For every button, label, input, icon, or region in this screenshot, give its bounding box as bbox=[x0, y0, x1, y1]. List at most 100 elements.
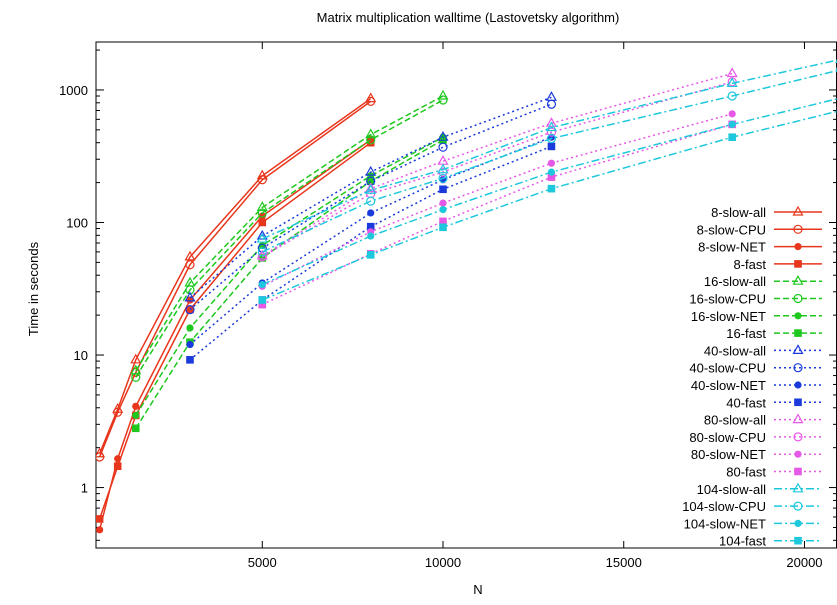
y-tick-label: 1000 bbox=[59, 83, 88, 98]
series-8-fast bbox=[96, 139, 375, 523]
data-point bbox=[96, 526, 103, 533]
legend-label: 8-fast bbox=[733, 257, 766, 272]
legend-item: 40-slow-CPU bbox=[689, 361, 822, 376]
legend-label: 40-slow-CPU bbox=[689, 361, 766, 376]
data-point bbox=[186, 341, 193, 348]
data-point bbox=[439, 185, 447, 193]
series-line bbox=[100, 140, 371, 530]
data-point bbox=[729, 121, 736, 128]
data-point bbox=[439, 223, 447, 231]
data-point bbox=[548, 168, 555, 175]
legend-item: 16-fast bbox=[726, 326, 822, 341]
data-point bbox=[258, 296, 266, 304]
series-line bbox=[262, 124, 732, 304]
legend-label: 8-slow-NET bbox=[698, 240, 766, 255]
legend-item: 40-slow-all bbox=[704, 343, 822, 358]
y-tick-label: 10 bbox=[74, 348, 88, 363]
data-point bbox=[547, 92, 556, 100]
legend-label: 8-slow-all bbox=[711, 205, 766, 220]
series-line bbox=[136, 96, 443, 371]
x-tick-label: 10000 bbox=[425, 555, 461, 570]
legend-item: 40-fast bbox=[726, 395, 822, 410]
legend-marker bbox=[794, 468, 802, 476]
legend-label: 104-slow-all bbox=[697, 482, 766, 497]
data-point bbox=[132, 412, 139, 419]
series-line bbox=[100, 101, 371, 457]
series-80-slow-all bbox=[258, 69, 737, 259]
legend-item: 8-slow-all bbox=[711, 205, 822, 220]
x-tick-label: 20000 bbox=[786, 555, 822, 570]
data-point bbox=[729, 110, 736, 117]
legend-label: 80-slow-all bbox=[704, 413, 766, 428]
data-point bbox=[186, 324, 193, 331]
legend-item: 8-slow-CPU bbox=[697, 222, 822, 237]
chart-title: Matrix multiplication walltime (Lastovet… bbox=[317, 10, 620, 25]
legend-label: 40-slow-NET bbox=[691, 378, 766, 393]
legend-item: 104-slow-NET bbox=[684, 516, 822, 531]
data-point bbox=[548, 185, 556, 193]
legend-item: 16-slow-NET bbox=[691, 309, 822, 324]
x-tick-label: 5000 bbox=[248, 555, 277, 570]
series-16-fast bbox=[132, 136, 447, 432]
legend-marker bbox=[794, 537, 802, 545]
legend-marker bbox=[794, 399, 802, 407]
legend-item: 16-slow-all bbox=[704, 274, 822, 289]
data-point bbox=[132, 403, 139, 410]
legend-item: 104-slow-CPU bbox=[682, 499, 822, 514]
legend-label: 16-slow-NET bbox=[691, 309, 766, 324]
data-point bbox=[439, 156, 448, 164]
legend-label: 40-slow-all bbox=[704, 343, 766, 358]
legend-item: 8-fast bbox=[733, 257, 822, 272]
legend-label: 104-slow-CPU bbox=[682, 499, 766, 514]
legend-marker bbox=[794, 207, 803, 215]
data-point bbox=[186, 356, 194, 364]
data-point bbox=[439, 96, 447, 104]
legend-item: 104-slow-all bbox=[697, 482, 822, 497]
legend-item: 16-slow-CPU bbox=[689, 292, 822, 307]
legend-item: 80-slow-NET bbox=[691, 447, 822, 462]
legend-marker bbox=[794, 260, 802, 268]
legend-marker bbox=[794, 276, 803, 284]
data-point bbox=[114, 462, 122, 470]
data-point bbox=[259, 281, 266, 288]
legend-item: 80-slow-all bbox=[704, 413, 822, 428]
data-point bbox=[96, 515, 104, 523]
legend-item: 104-fast bbox=[719, 534, 822, 549]
x-tick-label: 15000 bbox=[606, 555, 642, 570]
legend-marker bbox=[794, 381, 801, 388]
legend-marker bbox=[794, 345, 803, 353]
legend-item: 80-slow-CPU bbox=[689, 430, 822, 445]
data-point bbox=[439, 200, 446, 207]
legend-marker bbox=[794, 312, 801, 319]
y-tick-label: 100 bbox=[66, 215, 88, 230]
data-point bbox=[367, 232, 374, 239]
legend-label: 104-fast bbox=[719, 534, 766, 549]
legend-marker bbox=[794, 520, 801, 527]
data-point bbox=[547, 100, 555, 108]
data-point bbox=[258, 219, 266, 227]
legend-label: 40-fast bbox=[726, 395, 766, 410]
series-line bbox=[262, 114, 732, 286]
legend-label: 16-slow-all bbox=[704, 274, 766, 289]
legend-label: 16-fast bbox=[726, 326, 766, 341]
series-line bbox=[262, 82, 732, 257]
legend-marker bbox=[794, 329, 802, 337]
legend-label: 16-slow-CPU bbox=[689, 292, 766, 307]
data-point bbox=[439, 143, 447, 151]
data-point bbox=[367, 209, 374, 216]
legend-marker bbox=[794, 243, 801, 250]
legend-marker bbox=[794, 415, 803, 423]
legend-label: 8-slow-CPU bbox=[697, 222, 766, 237]
data-point bbox=[132, 425, 140, 433]
data-point bbox=[439, 206, 446, 213]
legend: 8-slow-all 8-slow-CPU 8-slow-NET 8-fast 16-s… bbox=[682, 205, 822, 549]
data-point bbox=[548, 160, 555, 167]
series-line bbox=[100, 143, 371, 519]
legend-item: 8-slow-NET bbox=[698, 240, 822, 255]
legend-label: 80-slow-NET bbox=[691, 447, 766, 462]
legend-item: 80-fast bbox=[726, 465, 822, 480]
data-point bbox=[548, 143, 556, 151]
legend-marker bbox=[794, 451, 801, 458]
data-point bbox=[728, 133, 736, 141]
